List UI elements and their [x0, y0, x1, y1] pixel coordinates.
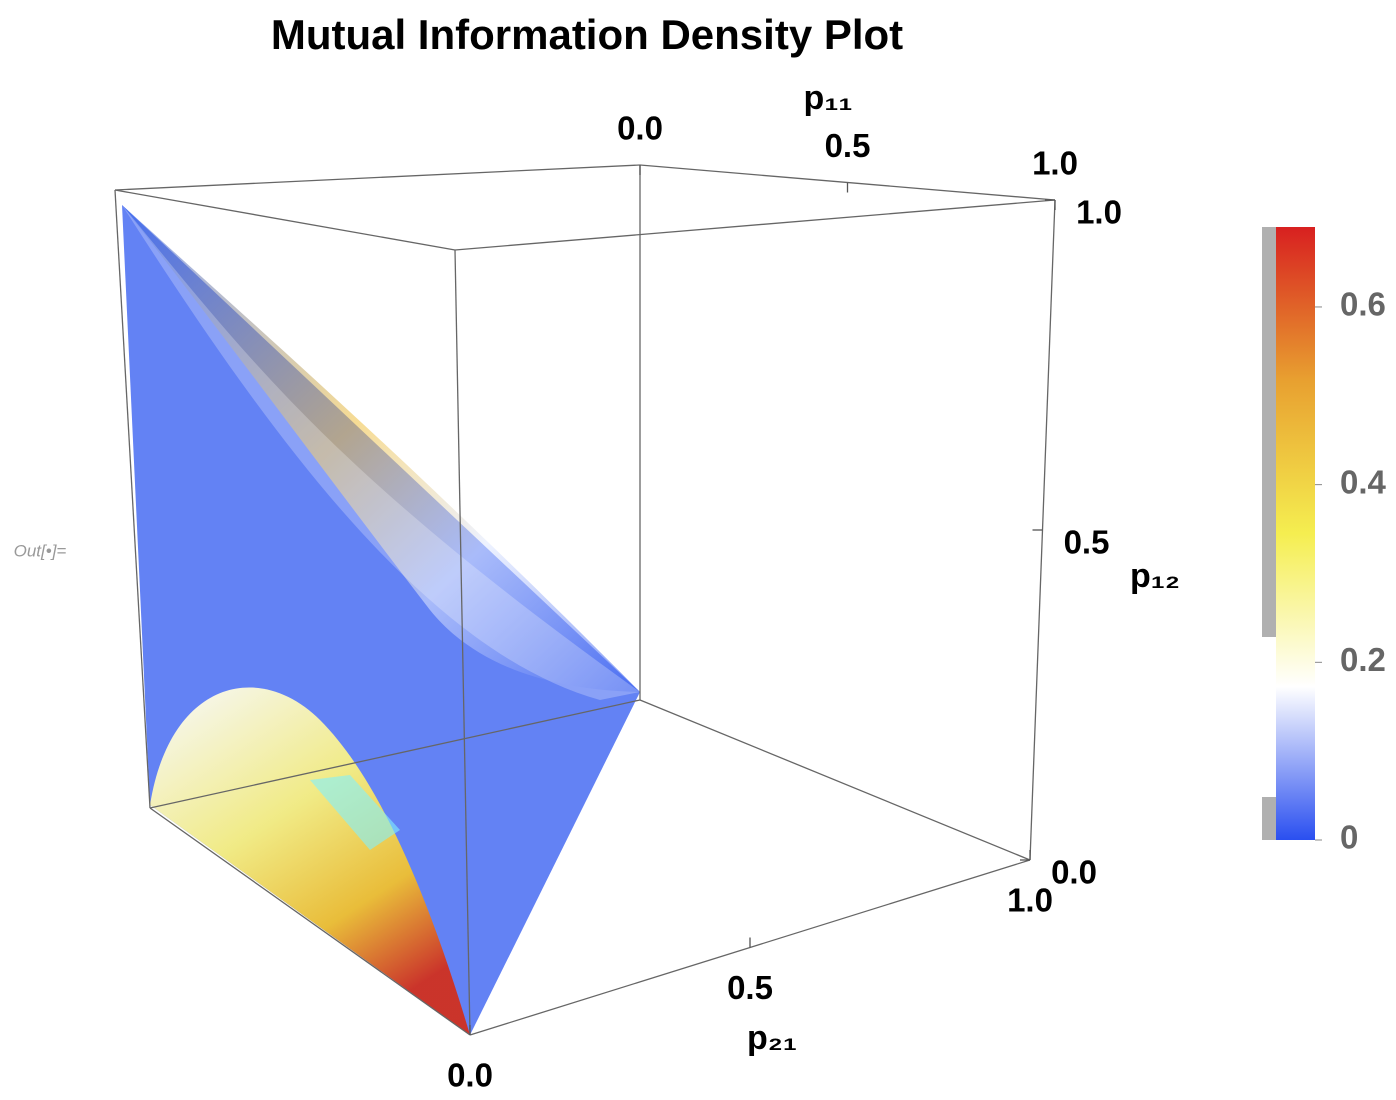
box-edge — [149, 807, 471, 1036]
box-edge — [454, 249, 471, 1036]
colorbar-handle — [1262, 227, 1276, 637]
tick-label: 1.0 — [1076, 194, 1122, 231]
tick-label: 0.0 — [447, 1057, 493, 1094]
box-edge — [639, 699, 1031, 861]
colorbar-label: 0 — [1340, 819, 1358, 856]
tick-label: 0.5 — [825, 127, 871, 164]
colorbar-handle — [1262, 797, 1276, 840]
tick-label: 1.0 — [1007, 882, 1053, 919]
box-edge — [114, 189, 151, 809]
density-cloud — [122, 205, 640, 1035]
tick-label: 1.0 — [1032, 145, 1078, 182]
box-edge — [114, 164, 641, 191]
axis-label: p₂₁ — [747, 1019, 797, 1057]
chart-title: Mutual Information Density Plot — [271, 11, 903, 58]
colorbar-label: 0.4 — [1340, 463, 1387, 500]
box-edge — [114, 189, 456, 251]
colorbar-label: 0.2 — [1340, 641, 1386, 678]
colorbar — [1276, 227, 1315, 840]
colorbar-label: 0.6 — [1340, 286, 1386, 323]
cell-label: Out[•]= — [14, 541, 67, 560]
tick-label: 0.0 — [1051, 854, 1097, 891]
tick-label: 0.5 — [727, 969, 773, 1006]
box-edge — [454, 199, 1056, 251]
tick-label: 0.5 — [1064, 524, 1110, 561]
tick-label: 0.0 — [617, 110, 663, 147]
axis-label: p₁₁ — [804, 79, 853, 117]
axis-label: p₁₂ — [1130, 557, 1180, 595]
box-edge — [149, 699, 641, 809]
